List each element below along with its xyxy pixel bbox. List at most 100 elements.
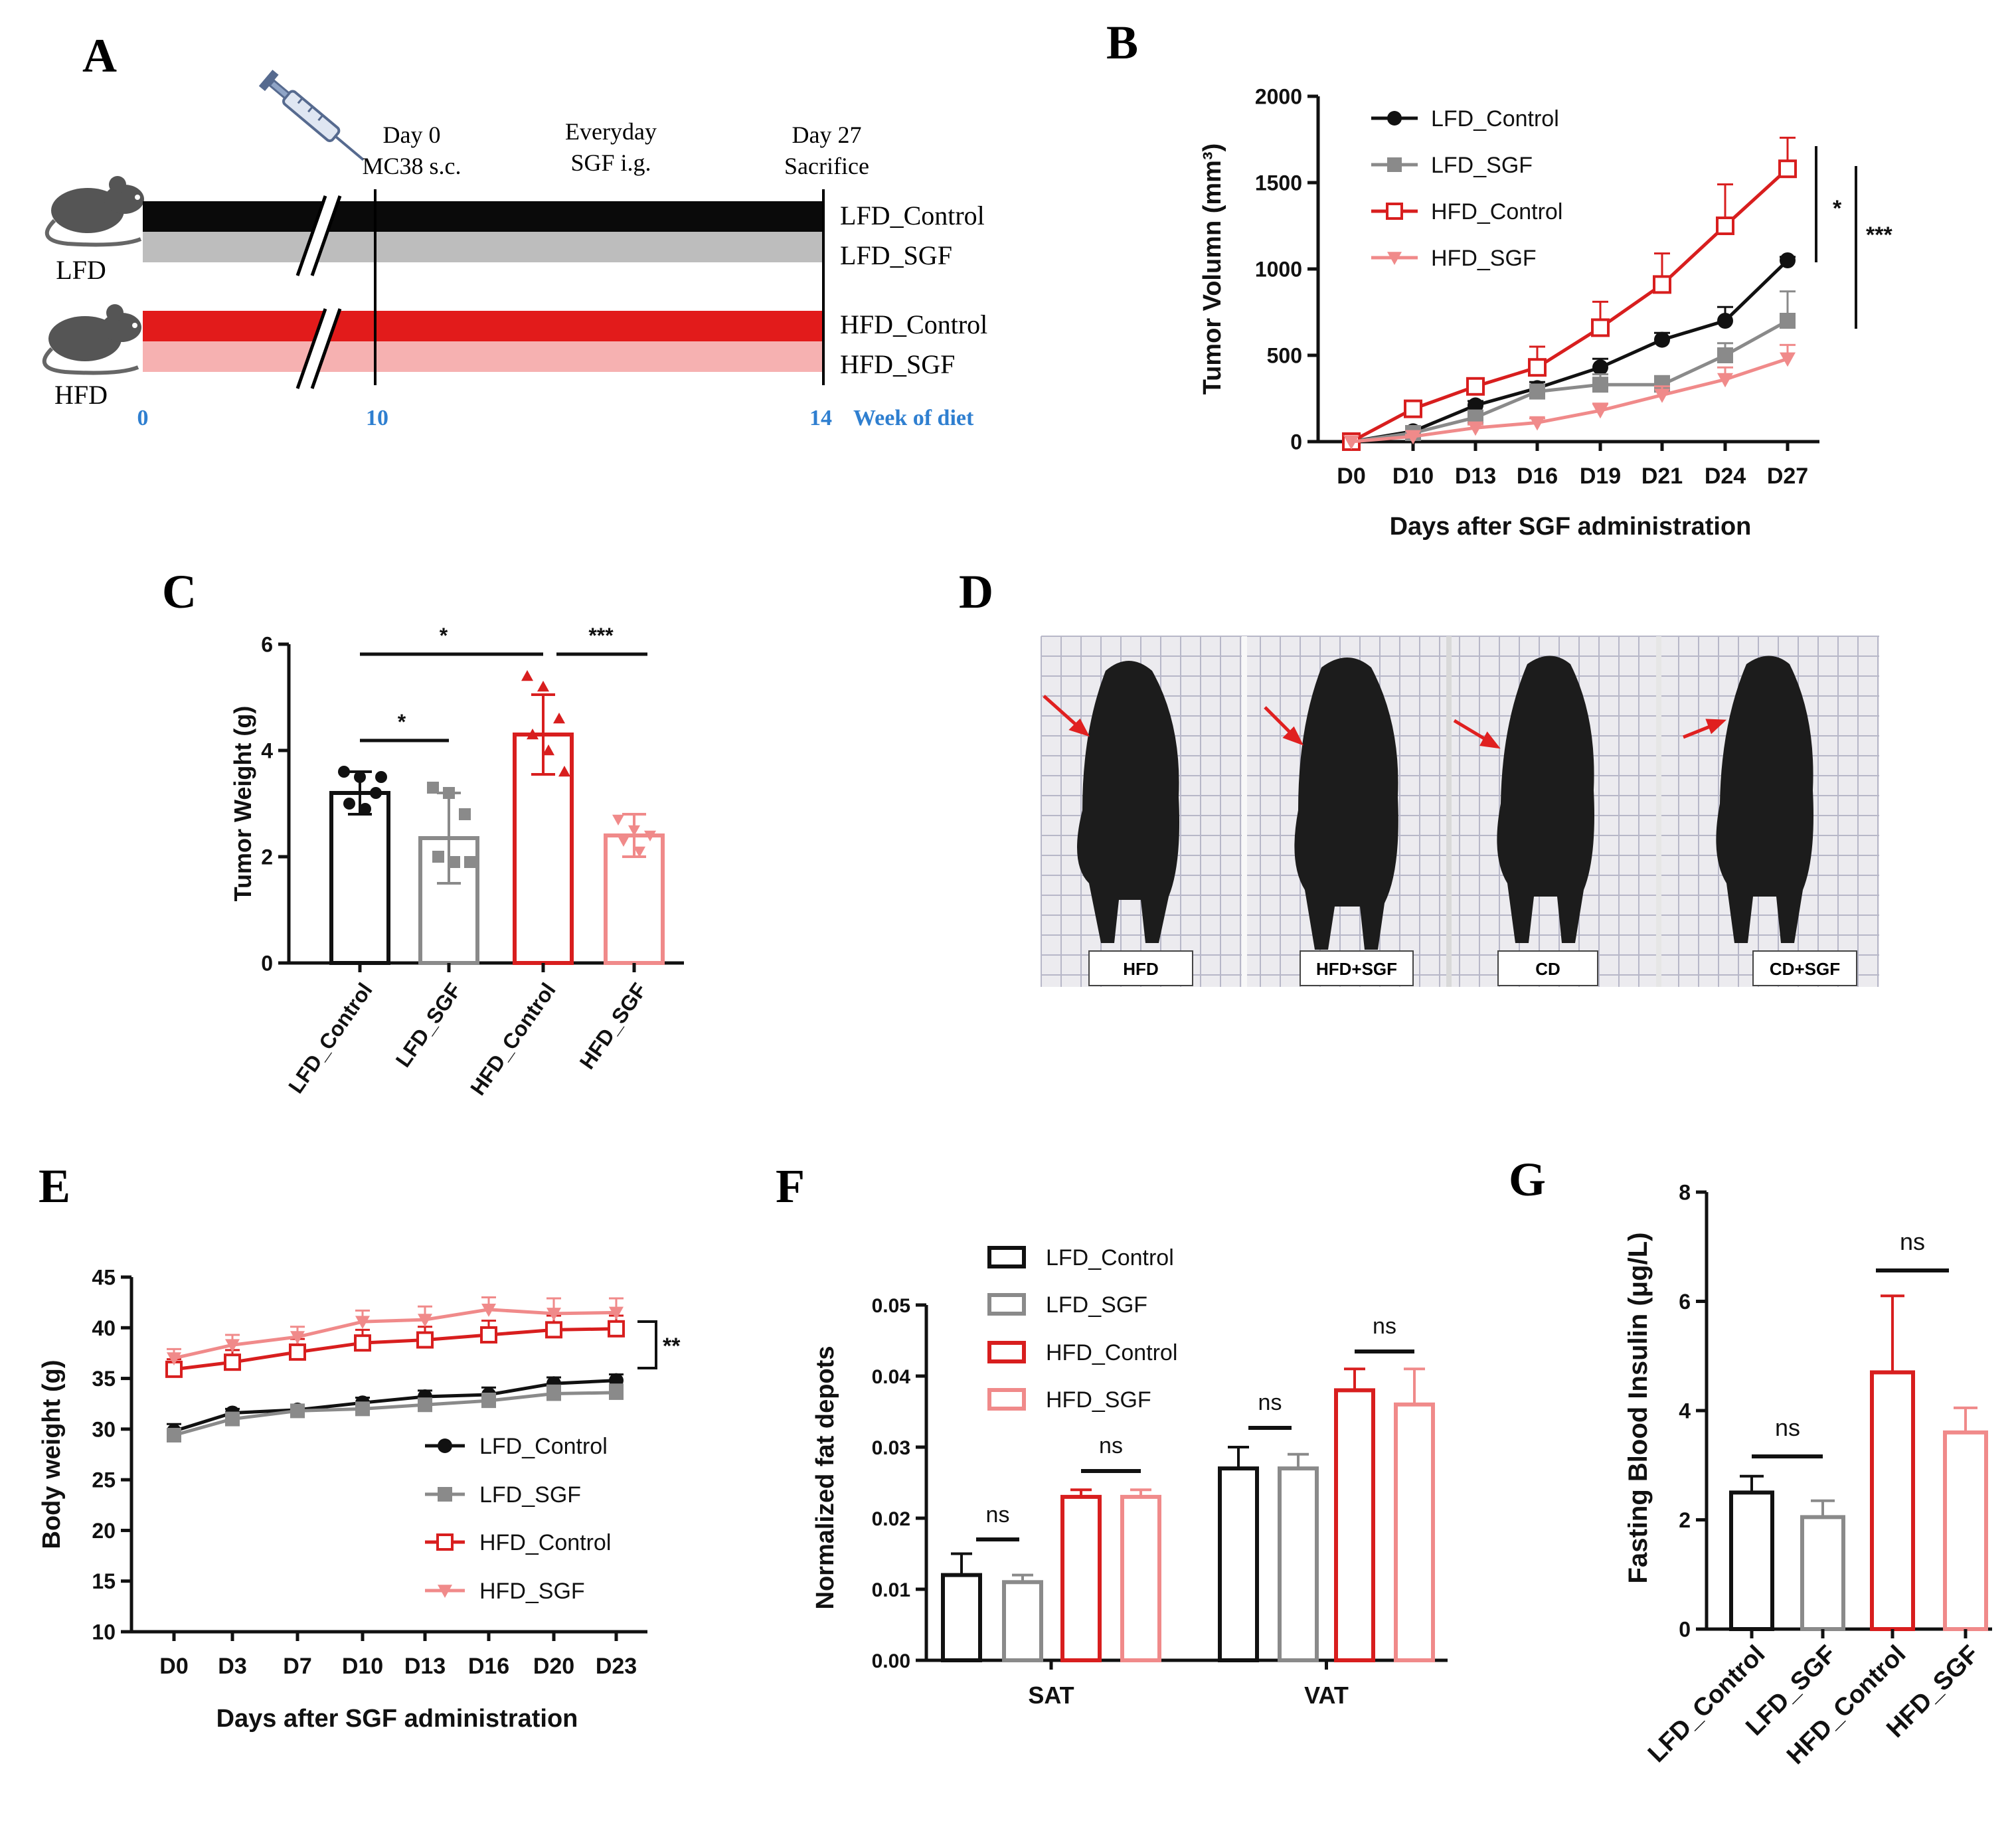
bar [1120,1494,1161,1662]
week-tick-10: 10 [366,406,388,430]
photo-label-hfd: HFD [1123,959,1158,979]
data-point [448,856,460,868]
series-line [173,1391,617,1437]
data-point [1343,435,1359,450]
series-line [173,1327,617,1371]
series-hfd-control [165,1314,625,1378]
bar [1943,1430,1988,1631]
data-point [290,1403,305,1419]
data-point [553,713,565,724]
timeline-bar-lfd-sgf [143,232,823,262]
data-point [354,771,366,783]
panel-b-letter: B [1106,16,1138,69]
legend-marker [1387,157,1402,172]
bar [1729,1490,1774,1631]
data-point [289,1343,306,1361]
photo-label-cd-sgf: CD+SGF [1770,959,1840,979]
chart-e: 10 15 20 25 30 35 40 45 D0 D3 D7 D10 D13 D16 D20 D23 Day… [38,1266,681,1733]
data-point [1591,318,1610,337]
timeline-bar-hfd-control [143,311,823,341]
bar-lfd-control [1218,1446,1259,1663]
week-of-diet-label: Week of diet [853,406,974,430]
data-point [545,1321,562,1339]
data-point [644,830,656,841]
series-line [1350,167,1789,444]
data-point [1468,397,1483,414]
bar-hfd-control [1334,1367,1375,1662]
y-tick-label: 2 [261,845,273,869]
legend-swatch [987,1341,1026,1363]
bar-label-lfd-control: LFD_Control [840,201,985,230]
legend-label: HFD_Control [1431,199,1562,224]
sacrifice-label: Sacrifice [784,153,869,179]
legend-label: LFD_SGF [1431,153,1533,178]
everyday-label: Everyday [565,118,657,145]
bar-group-lfd-sgf [418,782,479,965]
x-tick-label: VAT [1304,1682,1349,1709]
y-tick-label: 1000 [1255,258,1302,282]
legend-label: HFD_SGF [1046,1387,1151,1413]
data-point [375,771,387,783]
sig-bracket [637,1320,657,1369]
sig-label: * [1833,196,1842,221]
data-point [1654,389,1670,403]
data-point [338,766,350,778]
x-tick-label: D13 [1455,464,1496,489]
x-tick-label: SAT [1028,1682,1074,1709]
legend-label: HFD_Control [1046,1340,1177,1365]
sig-label: *** [588,624,614,648]
y-tick-label: 0.00 [872,1650,910,1672]
y-axis-title: Tumor Volumn (mm³) [1199,143,1226,395]
bar [1218,1466,1259,1663]
data-point [443,787,455,799]
legend-marker [436,1533,454,1551]
x-tick-label: D3 [218,1654,246,1679]
data-point [618,835,630,847]
chart-g: 02468LFD_ControlLFD_SGFHFD_ControlHFD_SG… [1624,1181,1992,1770]
data-point [343,798,355,810]
data-point [1780,313,1796,329]
timeline-bar-hfd-sgf [143,341,823,372]
sgf-ig-label: SGF i.g. [570,149,651,176]
legend-swatch [987,1293,1026,1316]
sig-label: * [398,710,406,734]
legend-marker [1387,111,1402,126]
sig-label: *** [1866,222,1892,248]
data-point [355,1316,370,1330]
bar-label-lfd-sgf: LFD_SGF [840,240,952,270]
legend-label: HFD_SGF [1431,246,1537,271]
legend-marker [438,1585,452,1598]
bar [1394,1402,1435,1663]
bar-group-hfd-sgf [604,813,665,965]
legend-label: LFD_Control [1431,106,1559,131]
bar-label-hfd-sgf: HFD_SGF [840,349,955,379]
data-point [1716,217,1734,235]
mouse-silhouettes [1077,655,1813,950]
x-axis-title: Days after SGF administration [1390,513,1752,541]
series-line [1351,319,1789,444]
data-point [1778,159,1797,179]
data-point [1780,352,1796,367]
y-tick-label: 0.01 [872,1579,910,1601]
x-tick-label: HFD_SGF [575,978,651,1073]
syringe-icon [258,69,365,161]
y-tick-label: 0.04 [872,1366,911,1388]
data-point [521,670,533,681]
legend-label: LFD_SGF [479,1482,581,1508]
bar-group-hfd-control [513,670,574,965]
data-point [1717,373,1733,388]
data-point [1780,252,1796,268]
data-point [546,1386,561,1401]
x-tick-label: D19 [1580,464,1621,489]
y-tick-label: 4 [1679,1399,1691,1423]
sig-label: ns [1900,1228,1925,1255]
y-tick-label: 0 [1679,1618,1691,1642]
data-point [1592,404,1608,419]
sig-label: * [440,624,448,648]
x-tick-label: LFD_Control [284,978,377,1097]
mouse-photo: HFD HFD+SGF CD CD+SGF [1041,636,1879,987]
data-point [537,681,549,692]
y-axis-title: Normalized fat depots [811,1346,839,1610]
x-axis-title: Days after SGF administration [216,1705,578,1733]
